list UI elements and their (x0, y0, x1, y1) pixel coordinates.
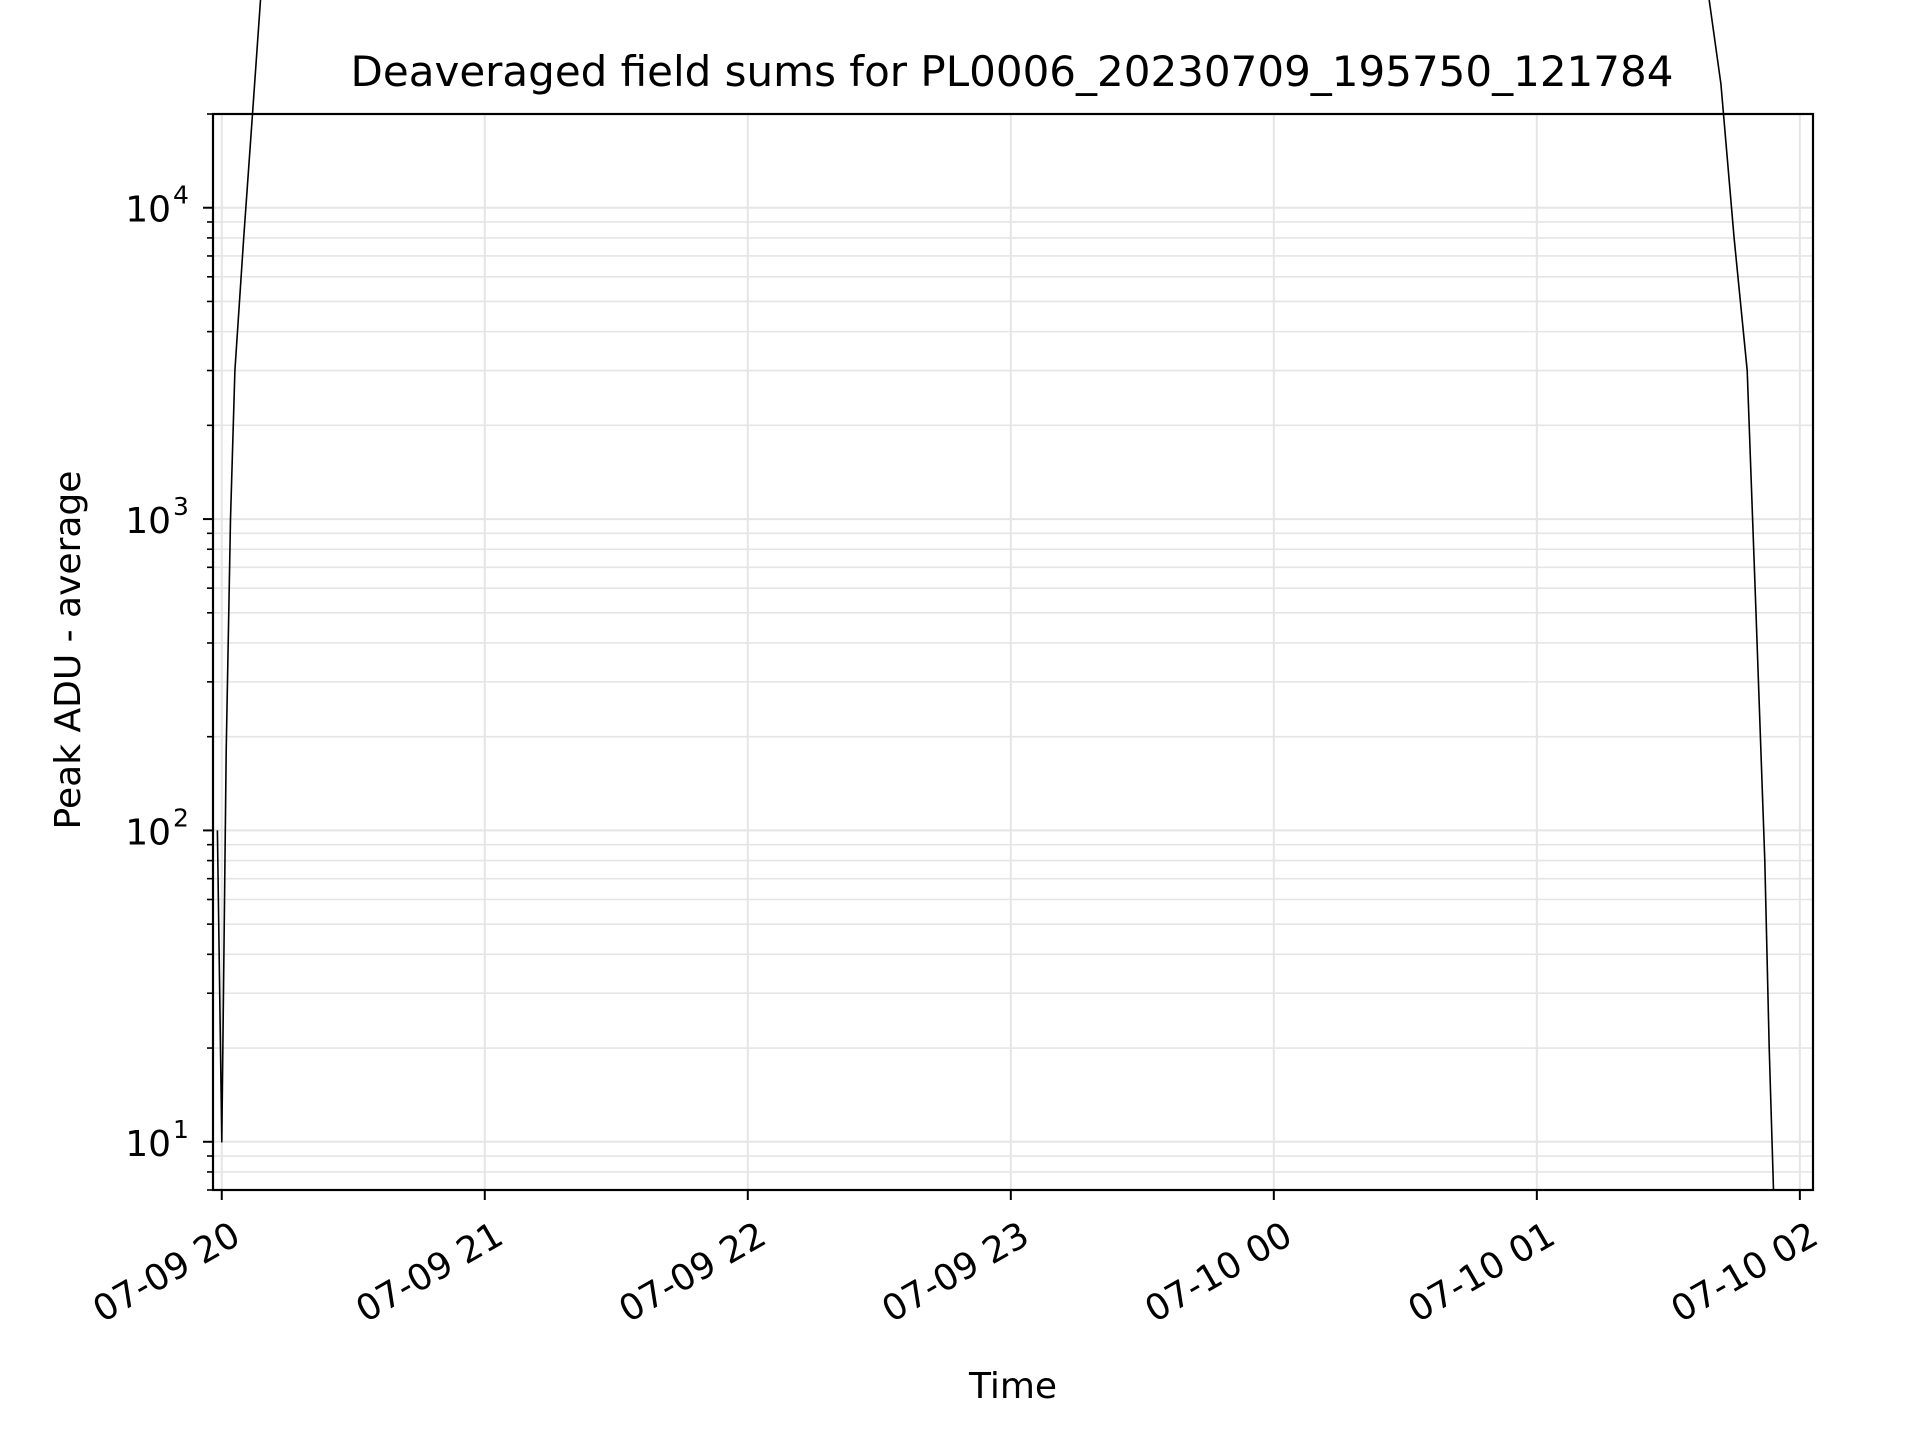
x-axis-label: Time (968, 1366, 1057, 1407)
y-tick-exponent: 2 (173, 803, 189, 832)
y-tick-label: 10 (125, 501, 171, 542)
y-tick-exponent: 4 (173, 181, 189, 210)
plot-frame (211, 112, 1815, 1192)
y-tick-label: 10 (125, 190, 171, 231)
y-tick-exponent: 3 (173, 492, 189, 521)
y-axis-label: Peak ADU - average (48, 471, 89, 830)
y-tick-exponent: 1 (173, 1115, 189, 1144)
y-tick-label: 10 (125, 1124, 171, 1165)
grid-layer (213, 113, 1813, 1191)
y-tick-label: 10 (125, 812, 171, 853)
chart-title: Deaveraged field sums for PL0006_2023070… (351, 47, 1674, 96)
